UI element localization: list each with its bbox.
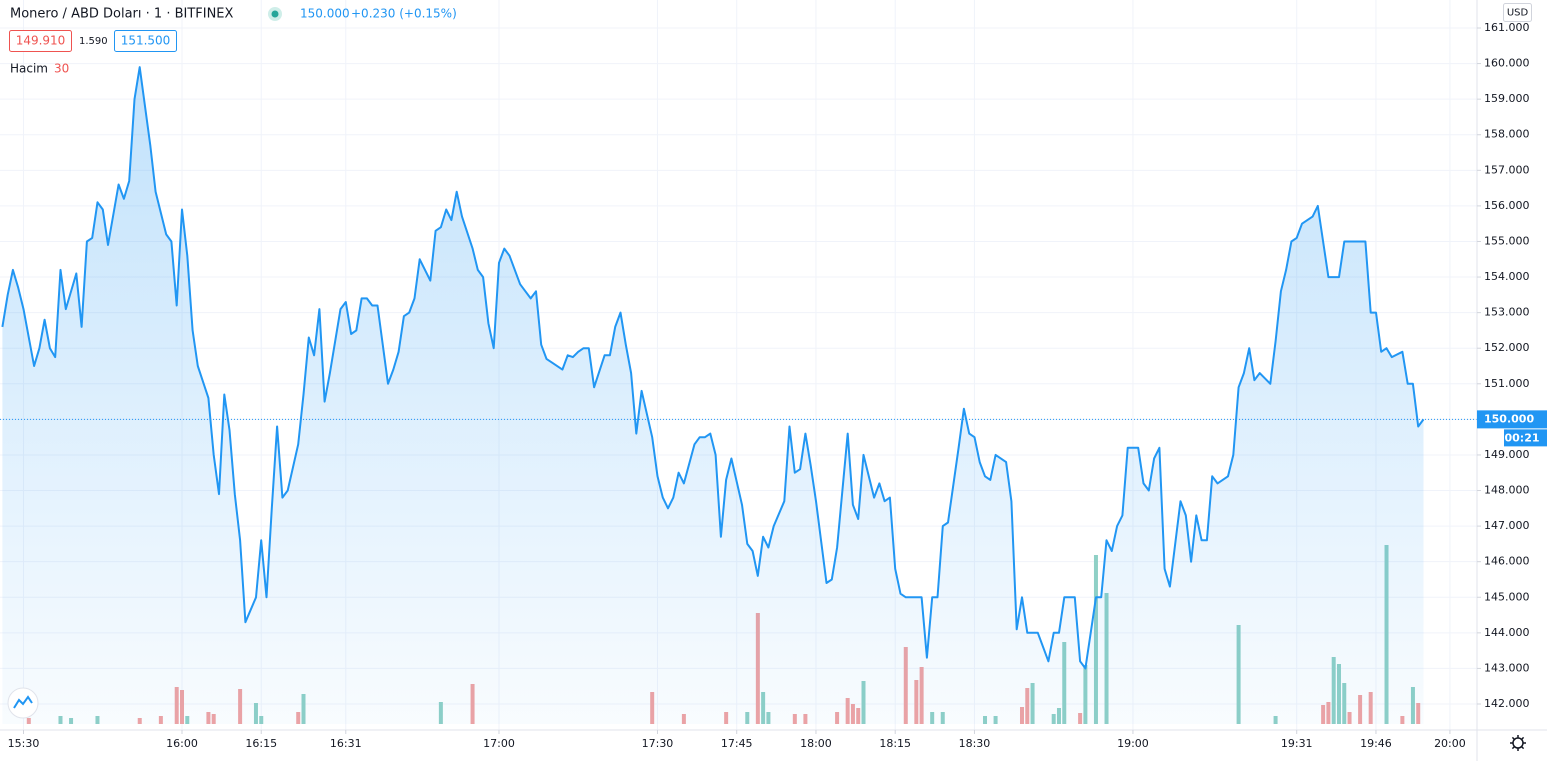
last-price-label: 150.000	[1484, 412, 1534, 425]
currency-box[interactable]	[1503, 3, 1532, 22]
x-tick-label: 16:00	[166, 737, 198, 750]
y-tick-label: 161.000	[1484, 21, 1530, 34]
ask-price: 151.500	[121, 34, 171, 48]
currency: USD	[1507, 8, 1529, 19]
plot-layer	[0, 66, 1477, 725]
y-tick-label: 152.000	[1484, 341, 1530, 354]
settings-button[interactable]	[1510, 735, 1526, 751]
spread: 1.590	[79, 36, 108, 47]
price-line	[1, 66, 1425, 670]
y-tick-label: 155.000	[1484, 234, 1530, 247]
y-tick-label: 142.000	[1484, 697, 1530, 710]
y-tick-label: 159.000	[1484, 92, 1530, 105]
price-change: +0.230 (+0.15%)	[351, 7, 457, 21]
x-tick-label: 18:15	[879, 737, 911, 750]
countdown: 00:21	[1504, 431, 1539, 444]
status-dot	[271, 10, 279, 18]
x-tick-label: 17:30	[642, 737, 674, 750]
axis-layer: 142.000 143.000 144.000 145.000 146.000 147.0…	[8, 21, 1547, 750]
y-tick-label: 151.000	[1484, 377, 1530, 390]
volume-value: 30	[54, 62, 69, 76]
y-tick-label: 148.000	[1484, 484, 1530, 497]
y-tick-label: 145.000	[1484, 590, 1530, 603]
x-tick-label: 16:31	[330, 737, 362, 750]
x-tick-label: 18:30	[959, 737, 991, 750]
x-tick-label: 19:46	[1360, 737, 1392, 750]
y-tick-label: 147.000	[1484, 519, 1530, 532]
volume-label: Hacim	[10, 62, 48, 76]
y-tick-label: 149.000	[1484, 448, 1530, 461]
y-tick-label: 156.000	[1484, 199, 1530, 212]
y-tick-label: 153.000	[1484, 306, 1530, 319]
y-tick-label: 146.000	[1484, 555, 1530, 568]
y-tick-label: 160.000	[1484, 57, 1530, 70]
y-tick-label: 144.000	[1484, 626, 1530, 639]
last-price: 150.000	[300, 7, 350, 21]
symbol-title: Monero / ABD Doları · 1 · BITFINEX	[10, 7, 234, 22]
gear-teeth	[1510, 735, 1526, 751]
y-tick-label: 143.000	[1484, 661, 1530, 674]
x-tick-label: 15:30	[8, 737, 40, 750]
x-tick-label: 17:00	[483, 737, 515, 750]
logo-icon	[13, 695, 33, 709]
ask-box[interactable]	[114, 30, 177, 52]
x-tick-label: 19:31	[1281, 737, 1313, 750]
countdown-badge	[1504, 429, 1547, 447]
bid-price: 149.910	[16, 34, 66, 48]
x-tick-label: 16:15	[245, 737, 277, 750]
price-area	[2, 67, 1424, 725]
bid-box[interactable]	[9, 30, 72, 52]
x-tick-label: 19:00	[1117, 737, 1149, 750]
last-price-badge	[1477, 410, 1547, 429]
y-tick-label: 158.000	[1484, 128, 1530, 141]
x-tick-label: 20:00	[1434, 737, 1466, 750]
y-tick-label: 154.000	[1484, 270, 1530, 283]
y-tick-label: 157.000	[1484, 163, 1530, 176]
x-tick-label: 18:00	[800, 737, 832, 750]
x-tick-label: 17:45	[721, 737, 753, 750]
